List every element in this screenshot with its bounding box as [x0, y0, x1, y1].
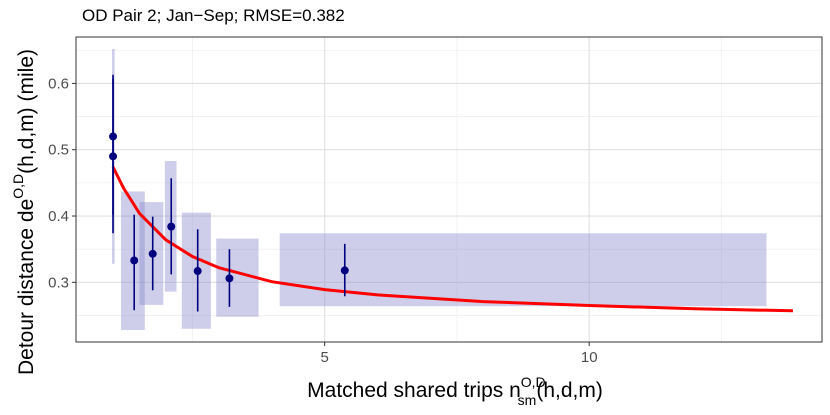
y-tick-label: 0.3 — [48, 274, 69, 291]
y-tick-label: 0.6 — [48, 75, 69, 92]
x-tick-label: 10 — [581, 349, 598, 366]
data-point — [193, 267, 202, 276]
panel-border — [75, 36, 823, 343]
data-point — [130, 256, 139, 265]
y-axis-title-superscript: O,D — [10, 174, 26, 199]
x-axis-title: Matched shared trips nO,D sm(h,d,m) — [307, 374, 603, 408]
data-point — [148, 249, 157, 258]
chart-title: OD Pair 2; Jan−Sep; RMSE=0.382 — [82, 6, 345, 25]
data-point — [340, 266, 349, 275]
y-axis-ticks: 0.3 0.4 0.5 0.6 — [48, 75, 76, 291]
fit-curve — [111, 166, 793, 313]
x-axis-title-subscript: sm — [518, 392, 537, 408]
data-point — [109, 152, 118, 161]
y-axis-title-suffix: (h,d,m) (mile) — [15, 49, 38, 174]
y-tick-label: 0.5 — [48, 142, 69, 159]
data-points — [109, 132, 349, 283]
plot-background — [76, 37, 822, 342]
x-axis-title-main: Matched shared trips n — [307, 379, 521, 402]
data-point — [167, 222, 176, 231]
x-axis-title-superscript: O,D — [521, 374, 546, 390]
x-axis-ticks: 5 10 — [320, 342, 598, 366]
data-point — [225, 274, 234, 283]
y-tick-label: 0.4 — [48, 208, 69, 225]
data-point — [109, 132, 118, 141]
y-axis-title-main: Detour distance de — [15, 199, 38, 375]
panel-background — [76, 37, 822, 342]
fit-curve-layer — [111, 166, 793, 313]
range-rectangle — [279, 233, 767, 307]
x-tick-label: 5 — [320, 349, 328, 366]
grid — [76, 37, 822, 342]
x-axis-title-suffix: (h,d,m) — [536, 379, 603, 402]
y-axis-title: Detour distance deO,D(h,d,m) (mile) — [10, 49, 38, 375]
